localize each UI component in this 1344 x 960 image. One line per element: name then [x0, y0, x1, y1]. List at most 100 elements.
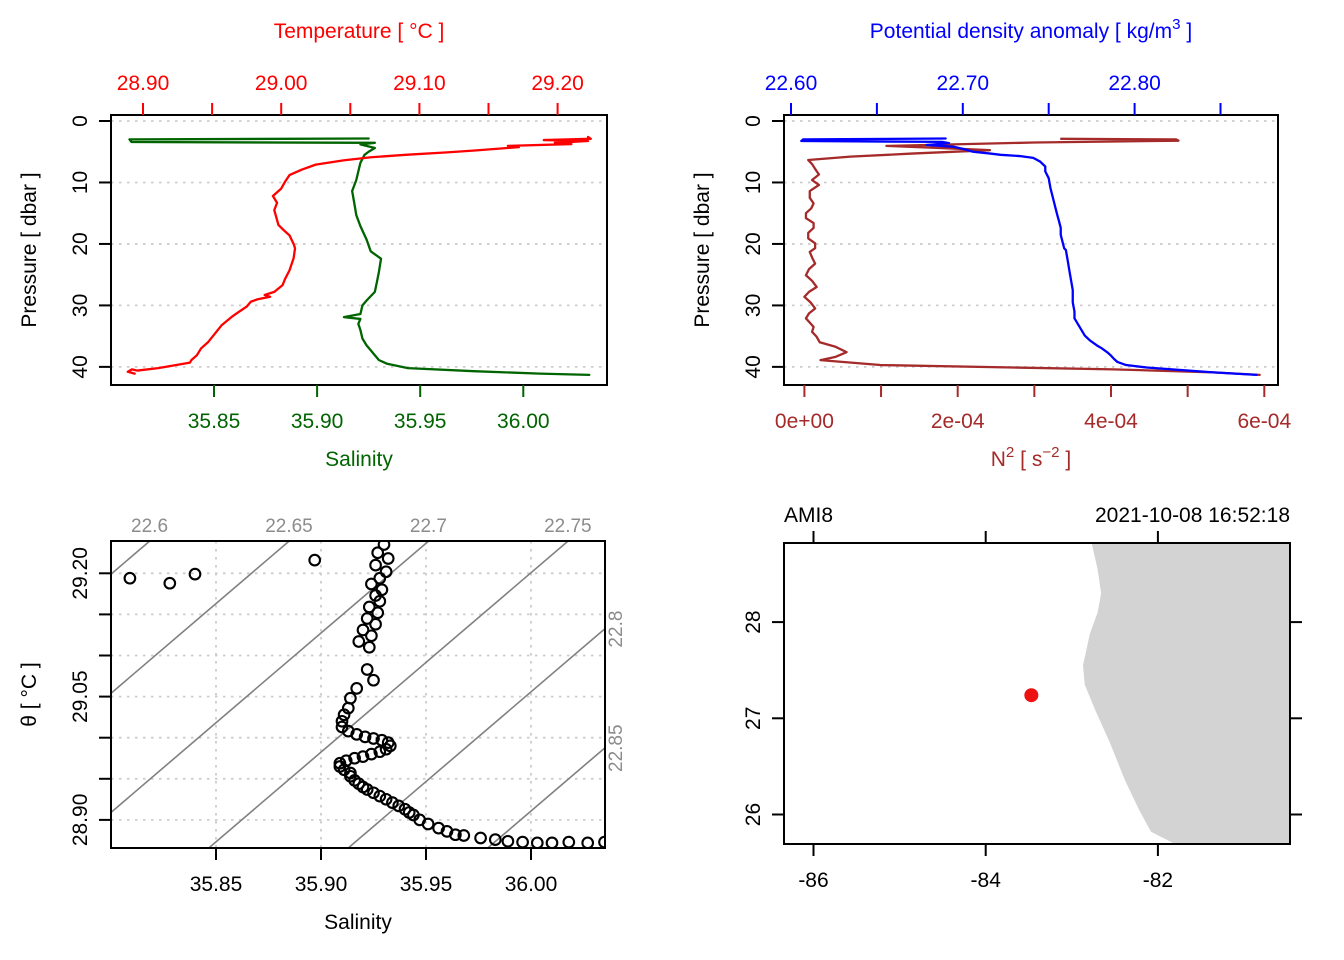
ts-point: [163, 576, 177, 590]
longitude-tick-label: -82: [1143, 869, 1173, 892]
temperature-tick-label: 29.00: [255, 72, 308, 95]
salinity-axis: 35.85 35.90 35.95 36.00 Salinity: [188, 385, 550, 471]
ts-point: [358, 730, 372, 744]
isopycnal-line-22.8: [347, 627, 605, 848]
pressure-axis-title: Pressure [ dbar ]: [18, 172, 41, 327]
temperature-tick-label: 29.10: [393, 72, 446, 95]
density-tick-label: 22.80: [1108, 72, 1161, 95]
ts-point: [375, 583, 389, 597]
isopycnal-line-22.75: [207, 541, 570, 848]
pressure-tick-label: 10: [742, 171, 765, 194]
ts-point: [337, 763, 351, 777]
isopycnal-labels: 22.6 22.65 22.7 22.75 22.8 22.85: [131, 516, 627, 772]
ts-point: [335, 714, 349, 728]
n2-tick-label: 2e-04: [931, 410, 985, 433]
isopycnal-line-22.65: [111, 541, 291, 695]
salinity-curve: [128, 137, 591, 377]
pressure-gridlines: [784, 120, 1278, 368]
ts-salinity-axis: 35.85 35.90 35.95 36.00 Salinity: [190, 848, 558, 934]
ts-point: [457, 829, 471, 842]
ts-point: [123, 571, 137, 585]
n2-tick-label: 4e-04: [1084, 410, 1138, 433]
pressure-axis-right-panel: 0 10 20 30 40 Pressure [ dbar ]: [691, 115, 784, 379]
salinity-axis-title: Salinity: [325, 448, 393, 471]
pressure-tick-label: 10: [69, 171, 92, 194]
ts-point: [350, 728, 364, 741]
ts-point: [365, 629, 378, 643]
ts-scatter-points: [123, 541, 605, 848]
temperature-salinity-profile-panel: 28.90 29.00 29.10 29.20 Temperature [ °C ] 35…: [18, 20, 608, 471]
n2-tick-label: 0e+00: [775, 410, 834, 433]
n2-axis-title: N2​ [ s−2​ ]: [991, 444, 1072, 471]
salinity-tick-label: 35.90: [291, 410, 344, 433]
temperature-axis: 28.90 29.00 29.10 29.20 Temperature [ °C ]: [117, 20, 584, 115]
longitude-tick-label: -86: [798, 869, 828, 892]
ts-point: [373, 571, 387, 585]
ts-point: [188, 567, 202, 581]
isopycnal-label-top: 22.6: [131, 516, 168, 537]
temperature-curve: [126, 135, 592, 375]
ts-point: [348, 751, 361, 765]
pressure-tick-label: 40: [742, 355, 765, 378]
plot-frame: [783, 114, 1279, 386]
latitude-tick-label: 27: [742, 707, 765, 730]
pressure-tick-label: 30: [69, 294, 92, 317]
salinity-tick-label: 35.90: [295, 873, 348, 896]
ts-point: [344, 691, 357, 705]
theta-axis: 28.90 29.05 29.20 θ [ °C ]: [18, 547, 111, 846]
ts-point: [381, 552, 395, 565]
station-id-label: AMI8: [784, 504, 833, 527]
density-axis-title: Potential density anomaly [ kg/m3​ ]: [870, 16, 1192, 43]
ts-point: [379, 565, 393, 579]
ts-point: [350, 682, 364, 695]
ts-point: [369, 617, 382, 631]
ts-point: [516, 835, 529, 848]
salinity-tick-label: 36.00: [505, 873, 558, 896]
latitude-axis: 26 27 28: [742, 610, 1302, 826]
pressure-axis: 0 10 20 30 40 Pressure [ dbar ]: [18, 115, 111, 379]
ts-point: [377, 541, 391, 551]
station-location-dot: [1024, 688, 1039, 703]
theta-tick-label: 29.05: [69, 670, 92, 723]
theta-axis-title: θ [ °C ]: [18, 662, 41, 726]
pressure-tick-label: 30: [742, 294, 765, 317]
ts-point: [360, 612, 374, 625]
density-tick-label: 22.70: [937, 72, 990, 95]
ts-point: [379, 792, 393, 806]
pressure-tick-label: 40: [69, 355, 92, 378]
plot-frame: [110, 114, 608, 386]
n2-tick-label: 6e-04: [1237, 410, 1291, 433]
cast-timestamp-label: 2021-10-08 16:52:18: [1095, 504, 1290, 527]
ts-point: [373, 594, 387, 608]
ts-point: [308, 553, 322, 567]
salinity-tick-label: 35.85: [190, 873, 243, 896]
ts-point: [501, 834, 515, 848]
ts-gridlines: [111, 541, 605, 848]
ts-salinity-axis-title: Salinity: [324, 911, 392, 934]
temperature-tick-label: 28.90: [117, 72, 170, 95]
plot-frame: [110, 540, 606, 849]
latitude-tick-label: 28: [742, 610, 765, 633]
ts-point: [337, 708, 351, 722]
pressure-tick-label: 0: [742, 115, 765, 127]
isopycnal-contours: [111, 541, 605, 848]
density-n2-profile-panel: 22.60 22.70 22.80 Potential density anomaly…: [691, 16, 1291, 471]
longitude-axis: -86 -84 -82: [798, 531, 1173, 892]
salinity-tick-label: 35.85: [188, 410, 241, 433]
ts-point: [488, 833, 502, 846]
ts-point: [360, 783, 374, 796]
pressure-tick-label: 20: [742, 232, 765, 255]
ts-point: [392, 799, 406, 813]
theta-tick-label: 28.90: [69, 794, 92, 847]
ts-point: [530, 836, 544, 848]
land-polygon: [1083, 543, 1290, 844]
ts-point: [371, 546, 385, 560]
salinity-tick-label: 35.95: [400, 873, 453, 896]
density-axis: 22.60 22.70 22.80 Potential density anomaly…: [765, 16, 1222, 115]
ts-point: [373, 745, 387, 759]
ts-point: [369, 558, 382, 572]
isopycnal-line-22.6: [111, 541, 152, 576]
